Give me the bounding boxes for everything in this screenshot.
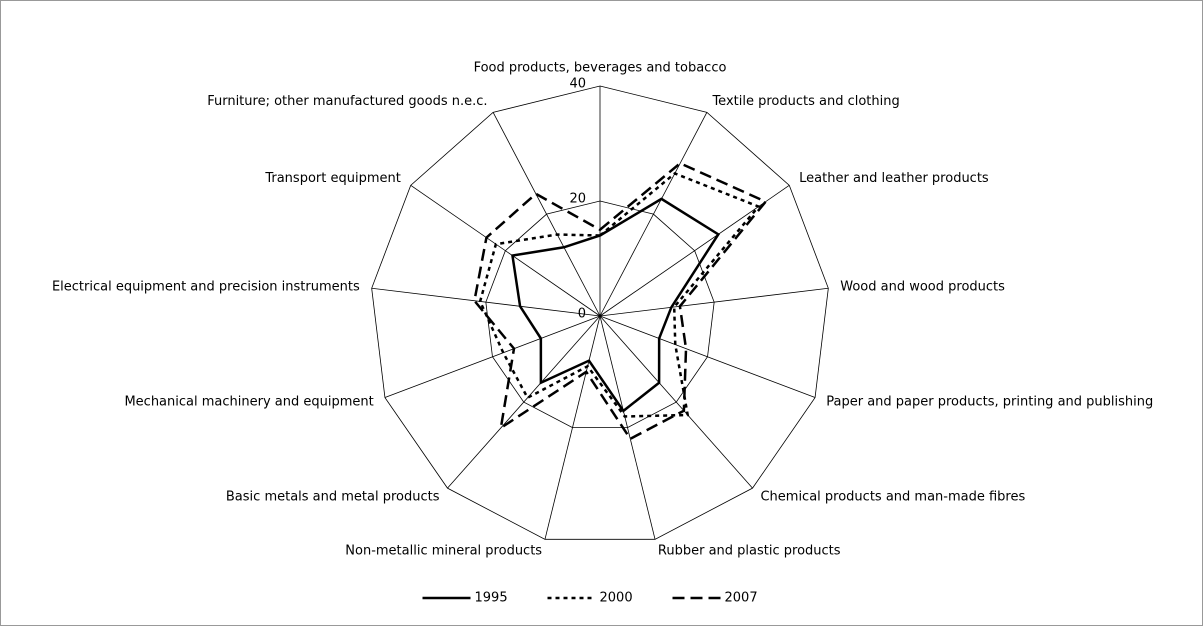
category-label: Chemical products and man-made fibres — [760, 490, 1025, 505]
series-line — [478, 172, 761, 418]
grid-ring — [485, 200, 715, 429]
grid-ring — [371, 85, 829, 540]
category-label: Non-metallic mineral products — [345, 543, 542, 558]
series-line — [473, 161, 768, 441]
category-label: Paper and paper products, printing and p… — [826, 394, 1153, 409]
spoke — [410, 185, 601, 317]
category-label: Leather and leather products — [799, 171, 989, 186]
spoke — [599, 315, 656, 540]
spoke — [599, 315, 753, 489]
spoke — [371, 287, 601, 317]
category-label: Electrical equipment and precision instr… — [52, 279, 360, 294]
spoke — [384, 315, 601, 398]
spoke — [599, 287, 829, 317]
category-label: Transport equipment — [264, 171, 400, 186]
legend-label: 1995 — [475, 591, 508, 606]
r-tick-label: 40 — [569, 77, 586, 92]
legend-label: 2000 — [600, 591, 633, 606]
category-label: Wood and wood products — [840, 279, 1005, 294]
spoke — [492, 112, 601, 317]
spoke — [599, 315, 816, 398]
series-line — [511, 197, 721, 413]
spoke — [599, 112, 708, 317]
category-label: Furniture; other manufactured goods n.e.… — [207, 94, 487, 109]
r-tick-label: 20 — [569, 192, 586, 207]
category-label: Mechanical machinery and equipment — [124, 394, 373, 409]
legend-label: 2007 — [725, 591, 758, 606]
category-label: Food products, beverages and tobacco — [474, 61, 727, 76]
spoke — [447, 315, 601, 489]
category-label: Basic metals and metal products — [226, 490, 440, 505]
category-label: Rubber and plastic products — [658, 543, 841, 558]
category-label: Textile products and clothing — [711, 94, 899, 109]
r-tick-label: 0 — [578, 307, 586, 322]
spoke — [544, 315, 601, 540]
